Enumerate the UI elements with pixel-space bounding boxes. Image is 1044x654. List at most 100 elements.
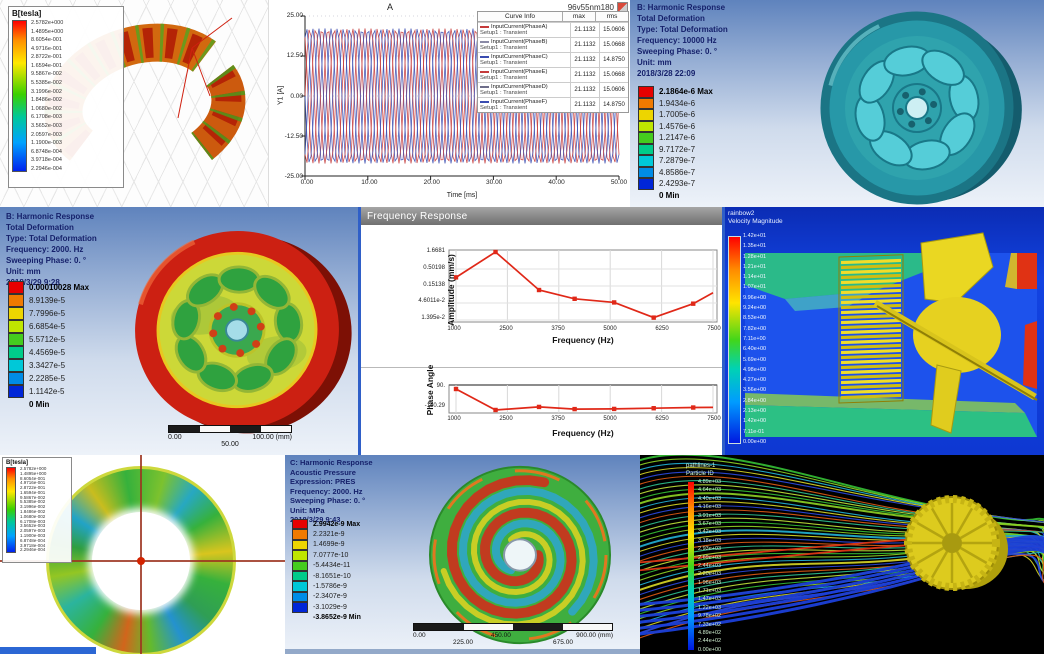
colorbar-swatch	[8, 346, 24, 359]
annotation-line: Type: Total Deformation	[637, 25, 728, 34]
colorbar-row: 7.0777e-10	[292, 550, 361, 561]
field-legend-value: 6.8748e-004	[31, 148, 62, 155]
field-legend-value: 5.5385e-002	[20, 499, 46, 505]
scale-ruler: 0.00 100.00 (mm) 50.00	[168, 425, 292, 448]
colorbar-row: 1.4576e-6	[638, 120, 713, 132]
colorbar-row: 0.00010028 Max	[8, 281, 89, 294]
ruler-start: 0.00	[413, 632, 426, 639]
colorbar-label: -8.1651e-10	[313, 572, 351, 580]
y-tick-label: 0.00	[290, 92, 303, 100]
particle-label: 2.20e+03	[698, 571, 722, 578]
particle-label: 1.22e+03	[698, 604, 722, 611]
amp-x-axis-label: Frequency (Hz)	[552, 335, 614, 345]
colorbar-label: 2.1864e-6 Max	[659, 87, 713, 97]
x-tick-label: 50.00	[610, 179, 628, 186]
amplitude-axis-label: Amplitude (mm/s)	[446, 254, 456, 326]
colorbar-row: 2.2321e-9	[292, 529, 361, 540]
colorbar-row: 5.5712e-5	[8, 333, 89, 346]
panel-harmonic-10000: B: Harmonic Response Total Deformation Typ…	[630, 0, 1044, 207]
colorbar-row: 2.9942e-9 Max	[292, 519, 361, 530]
amp-x-tick: 3750	[551, 326, 565, 332]
legend-row: InputCurrent(PhaseB) Setup1 : Transient 21…	[478, 37, 628, 52]
field-legend-value: 6.8748e-004	[20, 537, 46, 543]
field-legend: B[tesla] 2.5782e+000 1.4895e+000 8.6054e-0…	[8, 6, 124, 188]
annotation-line: C: Harmonic Response	[290, 458, 373, 467]
y-tick-label: -25.00	[284, 173, 303, 180]
legend-row: InputCurrent(PhaseA) Setup1 : Transient 21…	[478, 22, 628, 37]
x-tick-label: 10.00	[361, 179, 378, 186]
ruler-q3: 675.00	[553, 639, 573, 646]
x-axis-label: Time [ms]	[446, 192, 478, 199]
x-tick-label: 40.00	[548, 179, 565, 186]
x-tick-label: 30.00	[486, 179, 503, 186]
ruler-bar	[413, 623, 613, 631]
field-legend-value: 1.0680e-002	[20, 513, 46, 519]
field-legend-title: B[tesla]	[6, 460, 29, 466]
velocity-label: 1.14e+01	[743, 274, 767, 281]
field-legend-value: 9.5867e-002	[31, 71, 62, 78]
colorbar-label: 2.4293e-7	[659, 179, 696, 189]
annotation-line: Sweeping Phase: 0. °	[6, 256, 87, 265]
field-legend-value: 3.9718e-004	[31, 157, 62, 164]
colorbar-swatch	[292, 602, 308, 613]
panel-frequency-response: Frequency Response Amplitude (mm/s) 1.66…	[358, 207, 725, 455]
velocity-label: 2.13e+00	[743, 408, 767, 415]
ruler-bar	[168, 425, 292, 433]
acoustic-disk-render	[429, 465, 611, 645]
field-legend-value: 2.2946e-004	[20, 547, 46, 553]
colorbar-label: 4.4569e-5	[29, 348, 66, 357]
field-legend-value: 3.1996e-002	[20, 504, 46, 510]
window-titlebar[interactable]: Frequency Response	[361, 207, 722, 225]
curve-color-dash	[480, 101, 489, 103]
panel-harmonic-2000: B: Harmonic Response Total Deformation Typ…	[0, 207, 358, 455]
pressure-colorbar: 2.9942e-9 Max 2.2321e-9 1.4699e-9 7.0777e-1…	[292, 519, 361, 623]
annotation-line: Unit: mm	[637, 58, 672, 67]
phase-y-tick: -150.29	[424, 403, 445, 409]
colorbar-label: 8.9139e-5	[29, 296, 66, 305]
velocity-label: 4.27e+00	[743, 377, 767, 384]
particle-label: 4.89e+02	[698, 630, 722, 637]
colorbar-row: -3.8652e-9 Min	[292, 613, 361, 623]
colorbar-swatch	[638, 109, 654, 121]
colorbar-swatch	[638, 178, 654, 190]
ruler-mid: 450.00	[490, 632, 511, 639]
colorbar-row: -8.1651e-10	[292, 570, 361, 582]
field-legend-value: 3.5652e-003	[20, 523, 46, 529]
velocity-label: 9.96e+00	[743, 294, 767, 301]
colorbar-swatch	[292, 570, 308, 582]
velocity-label: 1.42e+00	[743, 418, 767, 425]
particle-label: 3.42e+03	[698, 529, 722, 536]
particle-label: 1.96e+03	[698, 579, 722, 586]
field-legend-value: 1.8486e-002	[20, 509, 46, 515]
particle-label: 3.18e+03	[698, 537, 722, 544]
colorbar-swatch	[8, 385, 24, 398]
colorbar-row: 1.4699e-9	[292, 539, 361, 551]
crosshair-vertical	[140, 455, 142, 654]
field-legend-value: 8.6054e-001	[31, 37, 62, 44]
ruler-q1: 225.00	[453, 639, 473, 646]
taskbar-fragment	[0, 647, 96, 654]
velocity-label: 1.35e+01	[743, 243, 767, 250]
annotation-line: Unit: MPa	[290, 505, 325, 515]
colorbar-row: 1.9434e-6	[638, 97, 713, 109]
particle-label: 1.47e+03	[698, 596, 722, 603]
colorbar-swatch	[8, 320, 24, 333]
field-legend-value: 2.5782e+000	[20, 466, 47, 471]
velocity-label: 4.98e+00	[743, 366, 767, 373]
x-tick-label: 20.00	[423, 179, 440, 186]
particle-label: 0.00e+00	[698, 646, 722, 653]
colorbar-swatch	[8, 372, 24, 385]
particle-label: 9.78e+02	[698, 613, 722, 620]
field-legend-value: 5.5385e-002	[31, 80, 62, 87]
velocity-label: 7.11e+00	[743, 335, 766, 342]
model-label: 96v55nm180	[567, 3, 614, 12]
ruler-start: 0.00	[168, 434, 182, 441]
legend-row: InputCurrent(PhaseD) Setup1 : Transient 21…	[478, 82, 628, 97]
particle-label: 7.33e+02	[698, 621, 722, 628]
field-legend-value: 1.8486e-002	[31, 97, 62, 104]
colorbar-swatch	[8, 294, 24, 307]
colorbar-label: 9.7172e-7	[659, 144, 696, 154]
window-title: Frequency Response	[367, 210, 468, 222]
field-legend-value: 2.8722e-001	[20, 485, 46, 491]
annotation-line: Sweeping Phase: 0. °	[290, 496, 366, 505]
